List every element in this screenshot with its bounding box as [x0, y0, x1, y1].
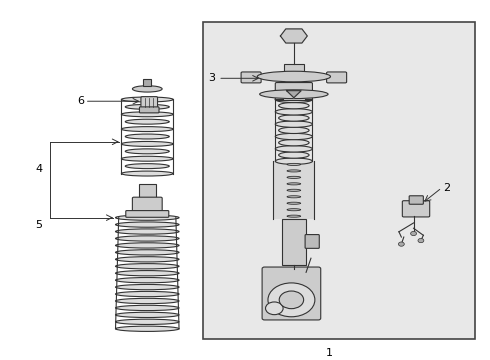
Text: 6: 6: [77, 96, 84, 106]
Ellipse shape: [116, 291, 179, 297]
Ellipse shape: [279, 115, 309, 121]
FancyBboxPatch shape: [241, 72, 261, 83]
Ellipse shape: [116, 243, 179, 248]
Bar: [284, 64, 304, 82]
Ellipse shape: [287, 215, 301, 217]
Bar: [273, 161, 315, 219]
Ellipse shape: [287, 189, 301, 192]
Ellipse shape: [125, 134, 169, 139]
Ellipse shape: [275, 109, 313, 115]
Ellipse shape: [125, 119, 169, 124]
Ellipse shape: [287, 176, 301, 179]
Ellipse shape: [132, 86, 162, 92]
Circle shape: [411, 231, 416, 236]
Circle shape: [266, 302, 283, 315]
Ellipse shape: [287, 202, 301, 204]
Ellipse shape: [116, 257, 179, 262]
Ellipse shape: [116, 298, 179, 303]
Ellipse shape: [116, 319, 179, 324]
Ellipse shape: [125, 164, 169, 168]
Ellipse shape: [125, 149, 169, 154]
FancyBboxPatch shape: [141, 96, 158, 109]
Bar: [282, 219, 306, 265]
Ellipse shape: [279, 152, 309, 158]
Ellipse shape: [260, 90, 328, 99]
Ellipse shape: [116, 278, 179, 283]
FancyBboxPatch shape: [262, 267, 321, 320]
Ellipse shape: [122, 112, 173, 117]
Ellipse shape: [287, 163, 301, 166]
Ellipse shape: [279, 127, 309, 134]
Ellipse shape: [275, 96, 313, 103]
Bar: [144, 79, 151, 86]
Ellipse shape: [116, 264, 179, 269]
Ellipse shape: [122, 171, 173, 176]
Circle shape: [418, 238, 424, 243]
Ellipse shape: [275, 158, 313, 165]
Ellipse shape: [279, 103, 309, 109]
Polygon shape: [287, 91, 301, 98]
Ellipse shape: [116, 229, 179, 234]
Ellipse shape: [116, 236, 179, 241]
Ellipse shape: [116, 250, 179, 255]
Ellipse shape: [116, 271, 179, 276]
Text: 4: 4: [35, 164, 42, 174]
Ellipse shape: [116, 222, 179, 227]
FancyBboxPatch shape: [275, 82, 313, 100]
Text: 3: 3: [209, 73, 216, 83]
Ellipse shape: [287, 209, 301, 211]
FancyBboxPatch shape: [305, 235, 319, 248]
Ellipse shape: [275, 121, 313, 127]
Circle shape: [279, 291, 304, 309]
Ellipse shape: [279, 140, 309, 146]
Ellipse shape: [116, 215, 179, 220]
Ellipse shape: [122, 141, 173, 147]
Ellipse shape: [116, 284, 179, 290]
Circle shape: [398, 242, 404, 246]
FancyBboxPatch shape: [327, 72, 346, 83]
Bar: [139, 184, 156, 198]
Ellipse shape: [125, 104, 169, 109]
Ellipse shape: [122, 156, 173, 161]
Ellipse shape: [116, 312, 179, 318]
FancyBboxPatch shape: [126, 211, 169, 217]
Polygon shape: [280, 29, 307, 43]
Ellipse shape: [116, 326, 179, 332]
Ellipse shape: [287, 170, 301, 172]
FancyBboxPatch shape: [402, 201, 430, 217]
Text: 2: 2: [443, 183, 450, 193]
Text: 5: 5: [35, 220, 42, 230]
FancyBboxPatch shape: [132, 197, 162, 213]
Ellipse shape: [122, 97, 173, 102]
Ellipse shape: [287, 196, 301, 198]
FancyBboxPatch shape: [140, 107, 159, 113]
Ellipse shape: [116, 305, 179, 311]
Ellipse shape: [122, 127, 173, 131]
FancyBboxPatch shape: [409, 196, 423, 204]
Text: 1: 1: [326, 348, 333, 358]
Ellipse shape: [287, 183, 301, 185]
Ellipse shape: [275, 146, 313, 152]
Ellipse shape: [275, 133, 313, 140]
Ellipse shape: [257, 71, 331, 82]
Bar: [203, 22, 475, 339]
Circle shape: [268, 283, 315, 317]
